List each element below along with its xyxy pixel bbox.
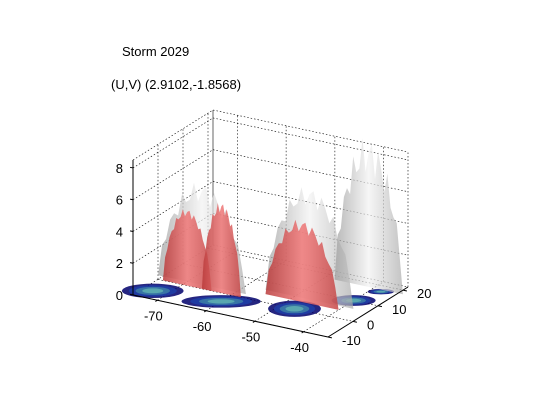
- x-tick-label: -50: [241, 329, 260, 344]
- base-contour: [207, 299, 235, 304]
- z-tick-label: 4: [116, 224, 123, 239]
- inner-isosurface: [201, 203, 241, 298]
- grid-line: [132, 117, 214, 169]
- z-tick-label: 8: [116, 161, 123, 176]
- inner-isosurface: [162, 209, 212, 291]
- outer-isosurface: [334, 138, 403, 295]
- y-tick: [377, 305, 383, 308]
- chart-title: Storm 2029: [122, 44, 190, 59]
- y-tick: [352, 320, 358, 323]
- x-tick: [155, 299, 158, 302]
- inner-isosurface: [265, 219, 339, 310]
- z-tick: [129, 262, 134, 264]
- y-axis-line: [327, 286, 409, 338]
- y-tick-label: 0: [367, 317, 374, 332]
- x-axis-line: [132, 294, 329, 338]
- isosurfaces: [121, 138, 403, 317]
- z-tick-label: 0: [116, 288, 123, 303]
- base-contour: [376, 290, 386, 293]
- axes: -70 -60 -50 -40 -10 0 10 20 0 2 4 6 8: [116, 160, 431, 355]
- x-tick: [252, 320, 256, 323]
- y-tick-label: 20: [417, 286, 431, 301]
- y-tick-label: 10: [392, 302, 406, 317]
- x-tick: [203, 310, 207, 313]
- z-tick: [129, 198, 134, 201]
- y-tick-label: -10: [342, 333, 361, 348]
- z-tick: [129, 230, 134, 232]
- box-edge: [132, 109, 214, 161]
- x-tick: [301, 331, 304, 334]
- box-edge: [212, 109, 409, 153]
- x-tick-label: -70: [144, 308, 163, 323]
- z-tick: [129, 293, 134, 296]
- base-contour: [285, 306, 304, 312]
- z-tick-label: 2: [116, 256, 123, 271]
- x-tick-label: -40: [290, 340, 309, 355]
- z-tick-label: 6: [116, 193, 123, 208]
- y-tick: [327, 336, 333, 339]
- z-tick: [129, 166, 134, 169]
- y-tick: [402, 289, 408, 292]
- base-contour: [142, 288, 164, 294]
- grid-line: [132, 149, 214, 200]
- grid-line: [212, 117, 409, 161]
- chart-subtitle: (U,V) (2.9102,-1.8568): [111, 77, 242, 92]
- x-tick-label: -60: [193, 319, 212, 334]
